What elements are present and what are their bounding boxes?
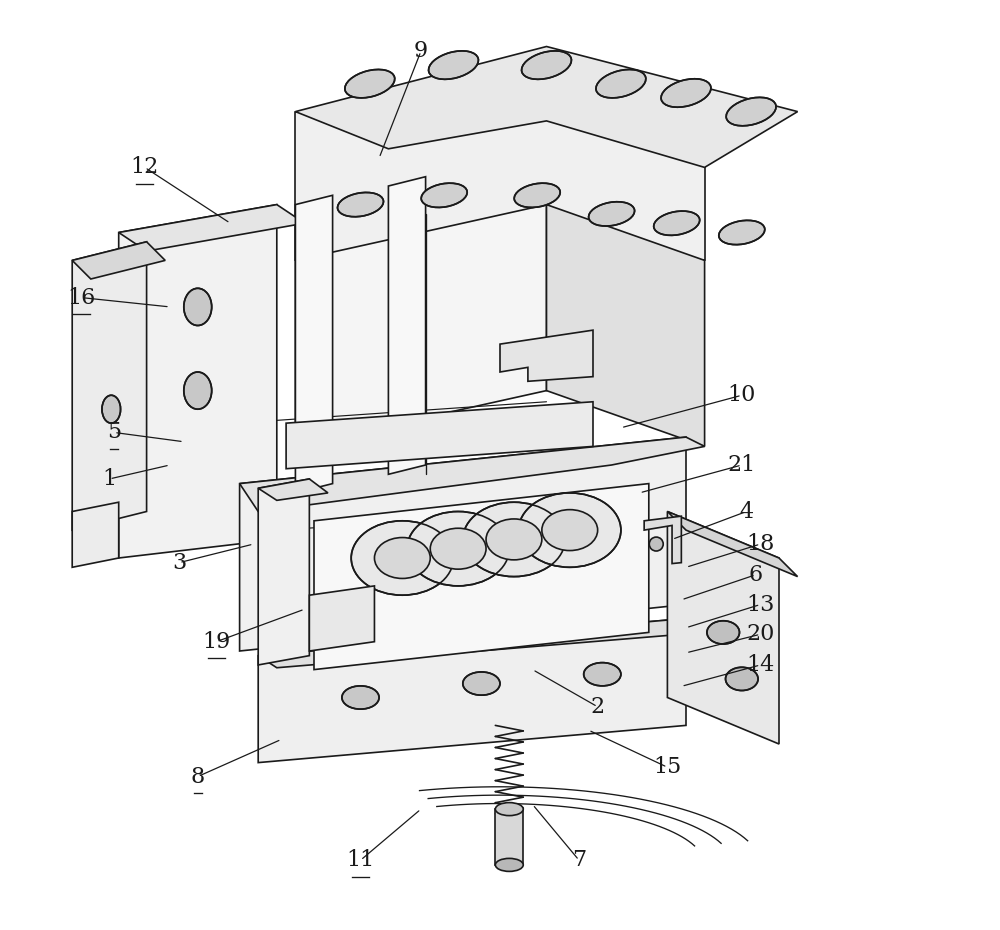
Ellipse shape [726,98,776,126]
Text: 9: 9 [414,40,428,62]
Ellipse shape [522,51,571,79]
Ellipse shape [351,521,454,595]
Ellipse shape [374,538,430,578]
Ellipse shape [429,51,478,79]
Text: 21: 21 [728,454,756,476]
Ellipse shape [184,288,212,326]
Polygon shape [295,205,547,446]
Polygon shape [388,177,426,474]
Polygon shape [667,512,798,577]
Text: 4: 4 [739,500,754,523]
Polygon shape [72,242,165,279]
Polygon shape [495,809,523,865]
Ellipse shape [430,528,486,569]
Ellipse shape [707,621,739,644]
Polygon shape [258,618,705,668]
Text: 7: 7 [572,849,586,871]
Polygon shape [547,205,705,446]
Ellipse shape [661,79,711,107]
Polygon shape [72,502,119,567]
Polygon shape [644,516,681,564]
Polygon shape [500,330,593,381]
Polygon shape [258,479,328,500]
Ellipse shape [463,671,500,696]
Text: 18: 18 [746,533,775,555]
Polygon shape [295,195,333,493]
Text: 2: 2 [591,696,605,718]
Ellipse shape [421,183,467,207]
Ellipse shape [654,211,700,235]
Ellipse shape [514,183,560,207]
Text: 13: 13 [746,593,775,616]
Ellipse shape [102,395,121,423]
Polygon shape [258,479,309,665]
Polygon shape [240,437,686,651]
Ellipse shape [584,662,621,686]
Ellipse shape [184,372,212,409]
Ellipse shape [495,858,523,871]
Ellipse shape [542,510,598,551]
Ellipse shape [486,519,542,560]
Ellipse shape [345,70,395,98]
Text: 5: 5 [107,421,121,444]
Ellipse shape [519,493,621,567]
Polygon shape [119,205,277,558]
Ellipse shape [649,537,663,551]
Polygon shape [119,205,305,251]
Polygon shape [286,402,593,469]
Ellipse shape [338,193,383,217]
Ellipse shape [407,512,509,586]
Ellipse shape [596,70,646,98]
Polygon shape [258,618,686,763]
Text: 1: 1 [102,468,116,490]
Text: 20: 20 [746,623,775,645]
Ellipse shape [463,502,565,577]
Text: 19: 19 [202,631,230,653]
Text: 3: 3 [172,551,186,574]
Polygon shape [309,586,374,651]
Text: 12: 12 [131,156,159,179]
Ellipse shape [719,220,765,245]
Polygon shape [295,112,705,260]
Polygon shape [295,46,798,167]
Ellipse shape [726,668,758,690]
Ellipse shape [342,686,379,710]
Text: 16: 16 [67,286,96,309]
Text: 6: 6 [749,564,763,586]
Text: 8: 8 [191,765,205,788]
Text: 15: 15 [653,756,682,778]
Ellipse shape [589,202,635,226]
Text: 10: 10 [728,384,756,406]
Polygon shape [240,437,705,512]
Polygon shape [667,512,779,744]
Polygon shape [72,242,147,530]
Text: 14: 14 [746,654,775,676]
Ellipse shape [495,803,523,816]
Polygon shape [314,484,649,670]
Text: 11: 11 [346,849,375,871]
